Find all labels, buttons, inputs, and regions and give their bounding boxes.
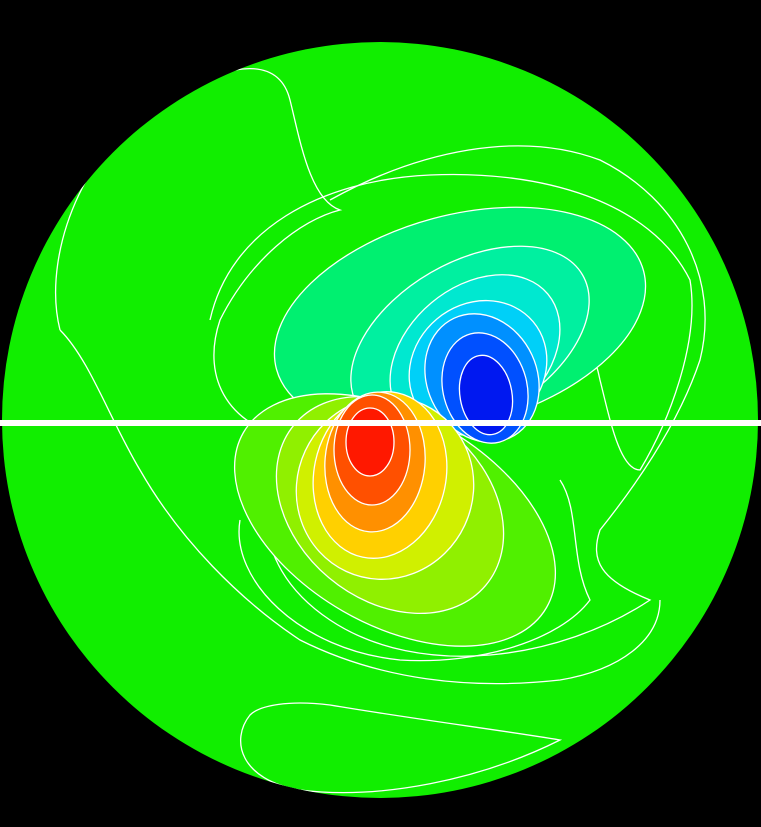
contour-band	[458, 354, 514, 436]
contour	[238, 479, 591, 662]
section-line	[0, 420, 761, 426]
contour-band	[345, 407, 395, 477]
contour	[240, 702, 563, 794]
contours	[55, 67, 706, 794]
contour	[59, 329, 661, 685]
contour	[55, 67, 706, 657]
contour	[209, 173, 693, 471]
